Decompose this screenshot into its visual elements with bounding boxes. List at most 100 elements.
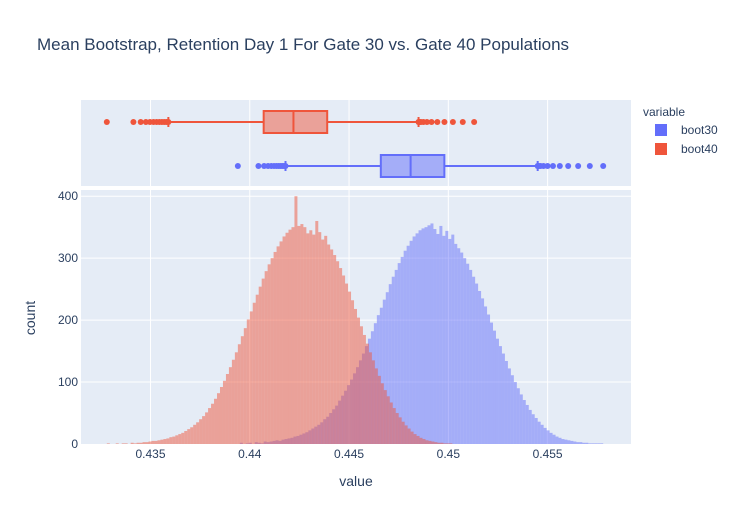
bar-boot30-104	[549, 432, 553, 444]
bar-boot40-95	[389, 402, 393, 444]
bar-boot30-114	[579, 442, 583, 444]
bar-boot40-115	[449, 443, 453, 444]
bar-boot30-86	[495, 338, 499, 444]
axis-ticks: 0.435 0.44 0.445 0.45 0.455 0 100 200 300 400	[58, 189, 563, 461]
bar-boot30-91	[510, 375, 514, 444]
bar-boot40-86	[362, 334, 366, 444]
box-boot30	[234, 154, 607, 178]
box-boot40	[103, 110, 478, 134]
outlier-boot30-17	[544, 163, 551, 169]
legend-label-boot40[interactable]: boot40	[681, 142, 718, 156]
bar-boot40-28	[190, 427, 194, 444]
bar-boot40-5	[121, 443, 125, 444]
bar-boot40-57	[276, 246, 280, 444]
bar-boot30-55	[403, 250, 407, 444]
bar-boot40-26	[184, 430, 188, 444]
histogram-bars	[106, 196, 604, 444]
outlier-boot30-20	[565, 163, 572, 169]
bar-boot30-77	[469, 269, 473, 444]
bar-boot30-85	[493, 330, 496, 444]
bar-boot40-18	[160, 439, 164, 444]
bar-boot40-111	[437, 442, 441, 444]
bar-boot40-6	[124, 443, 128, 444]
box-plot-area	[81, 100, 631, 186]
bar-boot40-17	[157, 440, 161, 444]
bar-boot40-74	[327, 244, 331, 444]
box-plots	[103, 110, 607, 178]
bar-boot30-110	[567, 440, 571, 444]
bar-boot30-87	[498, 346, 502, 444]
bar-boot30-66	[436, 233, 440, 444]
bar-boot30-62	[424, 227, 428, 444]
bar-boot40-49	[252, 302, 256, 444]
bar-boot40-73	[324, 235, 328, 444]
bar-boot40-10	[136, 442, 140, 444]
outlier-boot30-11	[282, 163, 289, 169]
bar-boot30-70	[448, 238, 452, 444]
bar-boot40-102	[410, 431, 414, 444]
x-tick-4: 0.455	[533, 447, 563, 461]
y-tick-1: 100	[58, 375, 78, 389]
bar-boot40-56	[273, 251, 277, 444]
legend-swatch-boot30[interactable]	[655, 124, 667, 136]
bar-boot40-36	[214, 398, 218, 444]
bar-boot40-72	[321, 239, 325, 444]
bar-boot40-112	[440, 442, 444, 444]
bar-boot40-14	[148, 441, 152, 444]
outlier-boot40-11	[165, 119, 172, 125]
outlier-boot40-2	[137, 119, 144, 125]
bar-boot40-77	[336, 261, 340, 444]
outlier-boot30-18	[549, 163, 556, 169]
bar-boot30-120	[597, 443, 601, 444]
outlier-boot30-0	[234, 163, 241, 169]
bar-boot40-105	[419, 437, 423, 444]
bar-boot40-24	[178, 434, 182, 444]
bar-boot40-101	[407, 428, 411, 444]
bar-boot40-69	[312, 234, 316, 444]
legend-label-boot30[interactable]: boot30	[681, 123, 718, 137]
bar-boot40-60	[285, 232, 289, 444]
bar-boot40-66	[303, 227, 307, 444]
bar-boot30-63	[427, 225, 431, 444]
bar-boot40-68	[309, 230, 313, 444]
outlier-boot30-23	[600, 163, 607, 169]
bar-boot30-84	[490, 322, 494, 444]
bar-boot40-87	[365, 343, 369, 444]
bar-boot30-80	[478, 290, 482, 444]
bar-boot40-75	[330, 249, 334, 444]
bar-boot30-56	[406, 245, 410, 444]
bar-boot40-84	[356, 317, 360, 444]
bar-boot40-50	[255, 294, 259, 444]
y-tick-2: 200	[58, 313, 78, 327]
bar-boot40-107	[425, 440, 429, 444]
bar-boot40-46	[243, 328, 247, 444]
y-tick-4: 400	[58, 189, 78, 203]
bar-boot30-58	[412, 236, 416, 444]
outlier-boot40-1	[130, 119, 137, 125]
outlier-boot30-19	[556, 163, 563, 169]
bar-boot30-83	[487, 314, 491, 444]
x-axis-label: value	[339, 473, 373, 489]
bar-boot30-48	[382, 299, 386, 444]
bar-boot40-80	[345, 283, 349, 444]
bar-boot30-99	[534, 417, 538, 444]
bar-boot40-99	[401, 421, 405, 444]
box-iqr-boot30	[379, 154, 446, 178]
bar-boot40-96	[392, 408, 396, 444]
bar-boot30-115	[582, 442, 586, 444]
bar-boot30-57	[409, 240, 413, 444]
bar-boot30-119	[594, 443, 598, 444]
bar-boot30-64	[430, 223, 434, 444]
bar-boot40-79	[342, 275, 346, 444]
bar-boot40-98	[398, 417, 402, 444]
bar-boot30-111	[570, 440, 574, 444]
bar-boot40-20	[166, 438, 170, 444]
bar-boot30-69	[445, 230, 449, 444]
bar-boot30-95	[522, 400, 526, 444]
bar-boot30-92	[513, 382, 517, 444]
bar-boot40-113	[443, 443, 447, 444]
legend-swatch-boot40[interactable]	[655, 143, 667, 155]
bar-boot30-73	[457, 248, 461, 444]
bar-boot30-78	[472, 276, 476, 444]
